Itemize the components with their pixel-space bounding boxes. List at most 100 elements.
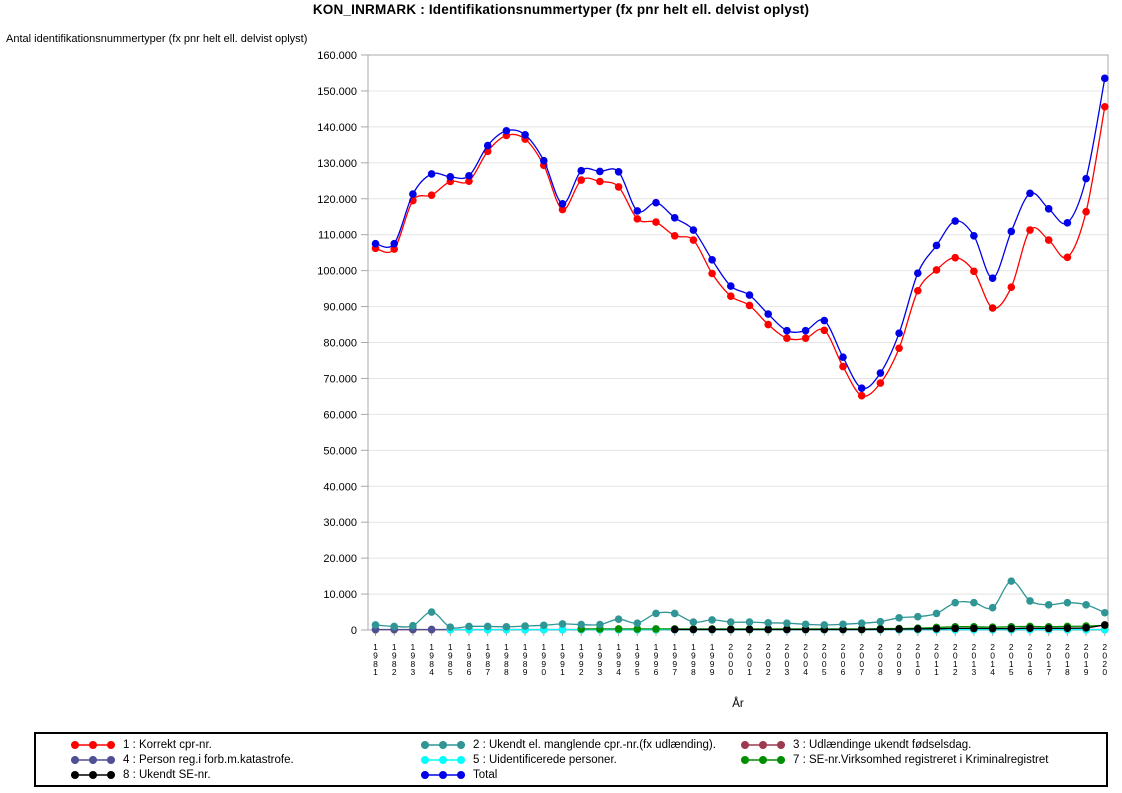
series-ukendt-se-point: [1082, 624, 1090, 632]
series-korrekt-cpr-point: [1026, 226, 1034, 234]
series-total-point: [633, 207, 642, 215]
series-ukendt-se-point: [857, 625, 866, 634]
series-ukendt-cpr-point: [839, 620, 847, 629]
series-korrekt-cpr-point: [652, 218, 660, 226]
series-ukendt-cpr-point: [727, 618, 735, 626]
series-ukendt-cpr-point: [371, 621, 380, 629]
series-se-kriminalregistret-point: [652, 625, 660, 633]
y-tick-label: 60.000: [323, 409, 357, 421]
series-korrekt-cpr-point: [895, 344, 903, 353]
series-ukendt-se-point: [1101, 621, 1109, 629]
x-axis-title: År: [732, 698, 744, 710]
series-korrekt-cpr-point: [708, 269, 716, 278]
y-tick-label: 100.000: [317, 266, 357, 278]
series-korrekt-cpr-point: [820, 326, 829, 335]
series-korrekt-cpr-point: [876, 379, 885, 387]
series-total-point: [745, 291, 754, 299]
series-ukendt-se-point: [895, 625, 903, 633]
y-tick-label: 50.000: [323, 445, 357, 457]
series-total-point: [783, 326, 791, 335]
legend-label-uidentificerede: 5 : Uidentificerede personer.: [473, 753, 617, 766]
plot-area: 0 10.000 20.000 30.000 40.000 50.000 60.000 70.…: [317, 50, 1109, 677]
legend-item-total: Total: [386, 767, 706, 782]
y-axis-title: Antal identifikationsnummertyper (fx pnr…: [6, 33, 308, 45]
series-ukendt-cpr-point: [745, 618, 754, 626]
series-korrekt-cpr-point: [390, 245, 399, 253]
series-ukendt-cpr-point: [1026, 597, 1034, 605]
y-tick-label: 70.000: [323, 373, 357, 385]
series-total-point: [932, 241, 941, 250]
series-korrekt-cpr-point: [801, 334, 810, 342]
series-ukendt-se-point: [988, 624, 997, 633]
y-tick-label: 20.000: [323, 553, 357, 565]
series-korrekt-cpr-point: [1007, 283, 1016, 291]
series-total-point: [1101, 74, 1109, 83]
legend-item-udlaendinge-foedselsdag: 3 : Udlændinge ukendt fødselsdag.: [706, 737, 1106, 752]
series-total-point: [390, 239, 399, 248]
series-korrekt-cpr-point: [1101, 102, 1109, 111]
series-se-kriminalregistret-point: [633, 625, 642, 633]
series-ukendt-cpr-point: [427, 608, 436, 616]
legend-marker-total: [421, 770, 465, 779]
series-uidentificerede-point: [558, 625, 567, 634]
legend-item-ukendt-cpr: 2 : Ukendt el. manglende cpr.-nr.(fx udl…: [386, 737, 716, 752]
series-korrekt-cpr-point: [839, 362, 847, 371]
legend-item-korrekt-cpr: 1 : Korrekt cpr-nr.: [36, 737, 386, 752]
series-total-point: [427, 170, 436, 178]
legend-marker-ukendt-cpr: [421, 740, 465, 749]
series-ukendt-se-point: [1063, 624, 1072, 633]
series-total-point: [764, 310, 772, 318]
series-total-point: [689, 226, 698, 234]
series-ukendt-se-point: [783, 625, 791, 634]
legend-label-total: Total: [473, 768, 498, 781]
series-korrekt-cpr-point: [932, 266, 941, 274]
series-total-point: [1082, 174, 1090, 183]
series-ukendt-cpr-point: [1044, 601, 1053, 609]
series-ukendt-cpr-point: [932, 609, 941, 618]
series-total-point: [876, 369, 885, 377]
series-total-line: [375, 78, 1106, 390]
y-tick-label: 140.000: [317, 122, 357, 134]
series-ukendt-se-point: [932, 624, 941, 633]
series-total-point: [839, 353, 847, 362]
series-total-point: [1044, 205, 1053, 213]
series-korrekt-cpr-point: [783, 334, 791, 342]
series-ukendt-se-point: [914, 625, 922, 633]
series-ukendt-se-point: [745, 625, 754, 634]
series-ukendt-cpr-point: [614, 615, 623, 624]
legend-label-katastrofe: 4 : Person reg.i forb.m.katastrofe.: [123, 753, 294, 766]
series-total-point: [1026, 189, 1034, 198]
y-tick-label: 110.000: [318, 230, 357, 242]
series-ukendt-cpr-point: [951, 598, 959, 607]
legend-marker-udlaendinge-foedselsdag: [741, 740, 785, 749]
series-ukendt-cpr-point: [783, 619, 791, 627]
legend-label-se-kriminalregistret: 7 : SE-nr.Virksomhed registreret i Krimi…: [793, 753, 1049, 766]
series-korrekt-cpr-point: [857, 391, 866, 400]
series-ukendt-cpr-point: [483, 622, 492, 631]
series-ukendt-cpr-point: [521, 622, 529, 630]
legend-item-uidentificerede: 5 : Uidentificerede personer.: [386, 752, 706, 767]
series-ukendt-cpr-point: [876, 617, 885, 626]
series-korrekt-cpr-point: [951, 253, 959, 262]
series-korrekt-cpr-point: [670, 231, 679, 240]
series-ukendt-se-point: [970, 624, 978, 633]
legend-label-korrekt-cpr: 1 : Korrekt cpr-nr.: [123, 738, 212, 751]
y-tick-label: 130.000: [317, 158, 357, 170]
series-total-point: [727, 282, 735, 290]
series-ukendt-cpr-point: [577, 620, 585, 629]
series-ukendt-cpr-point: [540, 621, 548, 630]
